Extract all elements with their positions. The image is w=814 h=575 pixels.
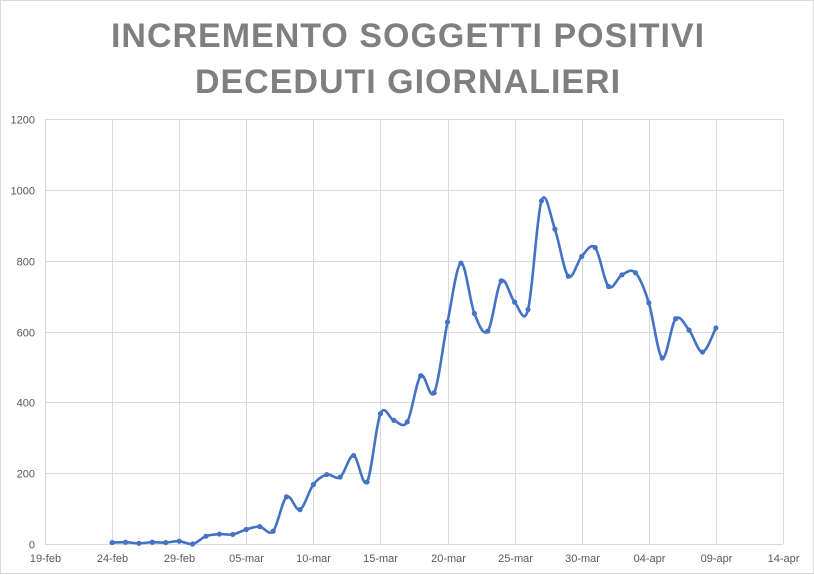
- x-tick-label: 25-mar: [498, 553, 533, 565]
- x-tick-label: 05-mar: [229, 553, 264, 565]
- y-tick-label: 800: [17, 257, 35, 269]
- data-point: [190, 541, 196, 547]
- data-point: [431, 390, 437, 396]
- data-point: [632, 270, 639, 276]
- data-point: [686, 327, 692, 333]
- data-point: [297, 507, 303, 513]
- data-point: [646, 300, 652, 306]
- x-tick-label: 15-mar: [363, 553, 398, 565]
- y-tick-label: 600: [17, 328, 35, 340]
- data-point: [122, 539, 129, 545]
- axis-labels: 0 200 400 600 800 1000 1200 19-feb 24-feb 29-feb 0…: [11, 115, 800, 566]
- data-point: [619, 272, 625, 278]
- data-point: [243, 526, 249, 533]
- data-point: [270, 528, 276, 534]
- data-point: [364, 479, 370, 485]
- data-point: [109, 539, 115, 546]
- data-point: [418, 373, 424, 379]
- data-point: [673, 316, 679, 322]
- x-tick-label: 19-feb: [30, 553, 61, 565]
- series-line: [110, 196, 718, 546]
- x-tick-label: 09-apr: [701, 553, 733, 565]
- data-point: [605, 283, 612, 290]
- data-point: [485, 328, 491, 334]
- data-point: [498, 278, 504, 284]
- x-tick-label: 30-mar: [565, 553, 600, 565]
- data-point: [163, 539, 169, 546]
- chart-title: INCREMENTO SOGGETTI POSITIVI: [111, 17, 705, 55]
- data-point: [351, 452, 357, 459]
- data-point: [552, 226, 558, 232]
- data-point: [283, 494, 290, 500]
- data-point: [203, 533, 209, 539]
- data-point: [176, 538, 182, 544]
- data-point: [257, 524, 263, 530]
- data-series: [109, 196, 719, 547]
- y-tick-label: 400: [17, 398, 35, 410]
- data-point: [565, 273, 571, 279]
- data-point: [659, 355, 665, 361]
- data-point: [458, 260, 464, 266]
- x-tick-label: 04-apr: [634, 553, 666, 565]
- data-point: [713, 325, 719, 331]
- chart-subtitle: DECEDUTI GIORNALIERI: [195, 63, 621, 101]
- data-point: [391, 417, 397, 423]
- data-point: [377, 411, 384, 417]
- data-point: [216, 531, 223, 537]
- y-tick-label: 0: [29, 540, 35, 552]
- data-point: [230, 531, 236, 538]
- data-point: [512, 299, 518, 305]
- y-tick-label: 200: [17, 469, 35, 481]
- x-tick-label: 20-mar: [431, 553, 466, 565]
- data-point: [324, 471, 330, 478]
- gridlines: [45, 119, 784, 545]
- y-tick-label: 1200: [11, 115, 35, 127]
- y-tick-label: 1000: [11, 186, 35, 198]
- data-point: [444, 319, 451, 325]
- data-point: [404, 419, 410, 425]
- data-point: [699, 349, 706, 355]
- data-point: [579, 253, 585, 260]
- x-tick-label: 10-mar: [296, 553, 331, 565]
- x-tick-label: 14-apr: [768, 553, 800, 565]
- x-tick-label: 29-feb: [164, 553, 195, 565]
- data-point: [592, 244, 598, 251]
- data-point: [471, 310, 477, 317]
- data-point: [136, 540, 142, 546]
- x-tick-label: 24-feb: [97, 553, 128, 565]
- data-point: [538, 198, 545, 204]
- data-point: [310, 481, 316, 488]
- data-point: [149, 539, 155, 545]
- data-point: [525, 306, 531, 313]
- data-point: [337, 474, 343, 480]
